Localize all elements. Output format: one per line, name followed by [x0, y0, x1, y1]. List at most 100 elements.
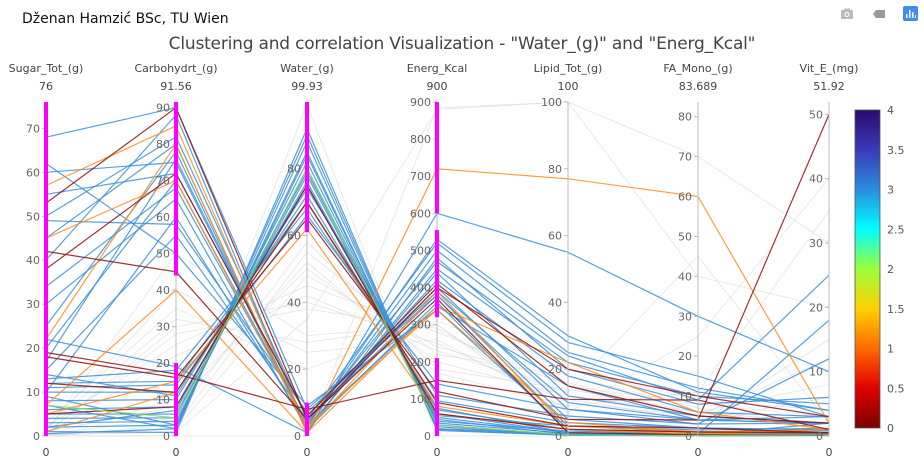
- tick-label: 200: [410, 356, 431, 369]
- colorbar-tick-label: 0: [887, 422, 894, 435]
- axis-5[interactable]: 0 10 20 30 40 50 60 70 80 FA_Mono_(g) 83.689 0: [663, 62, 732, 459]
- tick-label: 60: [26, 166, 40, 179]
- tick-label: 40: [809, 173, 823, 186]
- tick-label: 60: [548, 230, 562, 243]
- tick-label: 0: [685, 430, 692, 443]
- tick-label: 800: [410, 133, 431, 146]
- axis-max-label: 99.93: [291, 80, 323, 93]
- tick-label: 700: [410, 170, 431, 183]
- axis-min-label: 0: [304, 446, 311, 459]
- axis-title[interactable]: Lipid_Tot_(g): [534, 62, 603, 75]
- tick-label: 60: [156, 211, 170, 224]
- axis-title[interactable]: Energ_Kcal: [407, 62, 468, 75]
- tick-label: 20: [678, 350, 692, 363]
- tick-label: 20: [26, 342, 40, 355]
- constraint-range[interactable]: [44, 102, 48, 436]
- colorbar-tick-label: 4: [887, 104, 894, 117]
- camera-icon[interactable]: [840, 7, 854, 21]
- author-label: Dženan Hamzić BSc, TU Wien: [22, 11, 229, 27]
- colorbar-gradient: [854, 109, 881, 429]
- constraint-range[interactable]: [174, 102, 178, 276]
- colorbar-tick-label: 1.5: [887, 303, 905, 316]
- axis-0[interactable]: 0 10 20 30 40 50 60 70 Sugar_Tot_(g) 76 0: [9, 62, 84, 459]
- axis-min-label: 0: [826, 446, 833, 459]
- axis-title[interactable]: Vit_E_(mg): [800, 62, 859, 75]
- colorbar-tick-label: 1: [887, 343, 894, 356]
- constraint-range[interactable]: [435, 230, 439, 318]
- axis-title[interactable]: FA_Mono_(g): [663, 62, 732, 75]
- tick-label: 20: [156, 357, 170, 370]
- tick-label: 10: [156, 394, 170, 407]
- tick-label: 40: [26, 254, 40, 267]
- axis-6[interactable]: 0 10 20 30 40 50 Vit_E_(mg) 51.92 0: [800, 62, 859, 459]
- tick-label: 100: [410, 393, 431, 406]
- axis-max-label: 51.92: [813, 80, 845, 93]
- colorbar-tick-label: 2: [887, 263, 894, 276]
- tick-label: 0: [163, 430, 170, 443]
- tick-label: 20: [548, 363, 562, 376]
- constraint-range[interactable]: [435, 102, 439, 214]
- tick-label: 0: [294, 430, 301, 443]
- plotly-logo-icon[interactable]: [903, 6, 918, 21]
- tick-label: 90: [156, 102, 170, 115]
- tick-label: 30: [26, 298, 40, 311]
- tick-label: 50: [678, 230, 692, 243]
- tick-label: 0: [33, 430, 40, 443]
- tick-label: 80: [548, 163, 562, 176]
- colorbar-tick-label: 3.5: [887, 144, 905, 157]
- tick-label: 0: [424, 430, 431, 443]
- colorbar-tick-label: 0.5: [887, 382, 905, 395]
- tick-label: 70: [26, 122, 40, 135]
- tick-label: 40: [678, 270, 692, 283]
- constraint-range[interactable]: [305, 102, 309, 233]
- tick-label: 10: [678, 390, 692, 403]
- tick-label: 900: [410, 96, 431, 109]
- tick-label: 40: [287, 296, 301, 309]
- axis-title[interactable]: Sugar_Tot_(g): [9, 62, 84, 75]
- tick-label: 600: [410, 207, 431, 220]
- axis-max-label: 100: [558, 80, 579, 93]
- axis-title[interactable]: Water_(g): [280, 62, 334, 75]
- tick-label: 0: [816, 430, 823, 443]
- constraint-range[interactable]: [305, 402, 309, 436]
- axis-min-label: 0: [43, 446, 50, 459]
- axis-min-label: 0: [434, 446, 441, 459]
- tick-label: 20: [809, 301, 823, 314]
- tick-label: 0: [555, 430, 562, 443]
- tick-label: 400: [410, 282, 431, 295]
- colorbar-tick-label: 3: [887, 184, 894, 197]
- tick-label: 60: [287, 229, 301, 242]
- colorbar-tick-label: 2.5: [887, 223, 905, 236]
- tick-label: 50: [156, 248, 170, 261]
- zoom-icon[interactable]: [872, 7, 886, 21]
- tick-label: 50: [26, 210, 40, 223]
- tick-label: 60: [678, 191, 692, 204]
- tick-label: 80: [287, 163, 301, 176]
- axis-3[interactable]: 0 100 200 300 400 500 600 700 800 900 Energ_Kcal 90…: [407, 62, 468, 459]
- axis-min-label: 0: [173, 446, 180, 459]
- tick-label: 100: [541, 96, 562, 109]
- tick-label: 300: [410, 319, 431, 332]
- constraint-range[interactable]: [174, 363, 178, 436]
- tick-label: 70: [678, 151, 692, 164]
- axis-min-label: 0: [565, 446, 572, 459]
- tick-label: 500: [410, 244, 431, 257]
- axis-1[interactable]: 0 10 20 30 40 50 60 70 80 90 Carbohydrt_(g) 91.56 0: [134, 62, 217, 459]
- axis-min-label: 0: [695, 446, 702, 459]
- axis-4[interactable]: 0 20 40 60 80 100 Lipid_Tot_(g) 100 0: [534, 62, 603, 459]
- tick-label: 80: [156, 138, 170, 151]
- chart-title: Clustering and correlation Visualization…: [168, 34, 756, 54]
- colorbar: 0 0.5 1 1.5 2 2.5 3 3.5 4: [854, 104, 905, 435]
- tick-label: 10: [809, 366, 823, 379]
- tick-label: 10: [26, 386, 40, 399]
- constraint-range[interactable]: [435, 358, 439, 436]
- tick-label: 40: [548, 296, 562, 309]
- tick-label: 30: [678, 310, 692, 323]
- axis-2[interactable]: 0 20 40 60 80 Water_(g) 99.93 0: [280, 62, 334, 459]
- tick-label: 80: [678, 111, 692, 124]
- axis-title[interactable]: Carbohydrt_(g): [134, 62, 217, 75]
- tick-label: 40: [156, 284, 170, 297]
- tick-label: 30: [809, 237, 823, 250]
- tick-label: 70: [156, 175, 170, 188]
